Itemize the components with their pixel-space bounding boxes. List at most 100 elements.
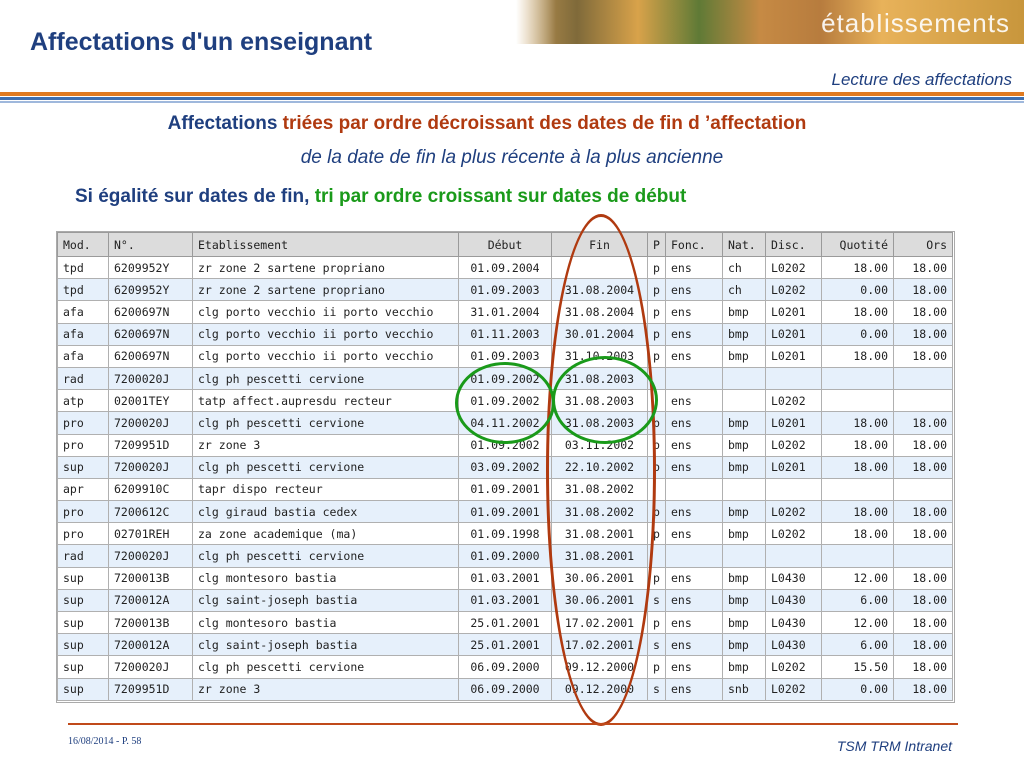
- column-header-debut[interactable]: Début: [458, 232, 552, 257]
- cell-fonc: [665, 477, 723, 502]
- table-row: afa 6200697N clg porto vecchio ii porto ve…: [57, 344, 953, 368]
- table-row: pro 02701REH za zone academique (ma) 01.09.…: [57, 522, 953, 546]
- cell-ors: 18.00: [893, 655, 953, 679]
- cell-p: s: [647, 633, 666, 657]
- footer-divider: [68, 723, 958, 725]
- cell-disc: L0430: [765, 588, 822, 613]
- cell-fonc: ens: [665, 433, 723, 457]
- cell-ors: 18.00: [893, 344, 953, 368]
- column-header-nat[interactable]: Nat.: [722, 232, 766, 257]
- cell-fonc: ens: [665, 455, 723, 479]
- cell-disc: L0202: [765, 389, 822, 413]
- cell-ors: 18.00: [893, 588, 953, 613]
- cell-disc: [765, 366, 822, 391]
- cell-p: p: [647, 278, 666, 302]
- intro-affectations: Affectations: [167, 113, 278, 134]
- cell-p: p: [647, 255, 666, 280]
- cell-disc: L0202: [765, 278, 822, 302]
- affectations-table-container: Mod. N°. Etablissement Début Fin P Fonc. Nat. Di…: [56, 231, 955, 703]
- cell-numero: 7200012A: [108, 588, 193, 613]
- cell-quotite: 18.00: [821, 344, 894, 368]
- cell-quotite: 0.00: [821, 322, 894, 346]
- cell-numero: 6209952Y: [108, 255, 193, 280]
- cell-fonc: ens: [665, 633, 723, 657]
- green-circle-fin: [552, 356, 658, 444]
- affectations-table: Mod. N°. Etablissement Début Fin P Fonc. Nat. Di…: [57, 232, 953, 701]
- cell-quotite: [821, 544, 894, 568]
- cell-ors: 18.00: [893, 433, 953, 457]
- column-header-quotite[interactable]: Quotité: [821, 232, 894, 257]
- cell-mod: sup: [57, 455, 109, 479]
- cell-nat: [722, 366, 766, 391]
- cell-quotite: 0.00: [821, 278, 894, 302]
- cell-quotite: 18.00: [821, 255, 894, 280]
- cell-etablissement: clg saint-joseph bastia: [192, 633, 459, 657]
- cell-disc: [765, 544, 822, 568]
- cell-fonc: [665, 366, 723, 391]
- column-header-p[interactable]: P: [647, 232, 666, 257]
- cell-numero: 7200013B: [108, 566, 193, 590]
- table-row: tpd 6209952Y zr zone 2 sartene propriano 01…: [57, 278, 953, 302]
- cell-ors: 18.00: [893, 300, 953, 324]
- cell-numero: 6209952Y: [108, 278, 193, 302]
- table-row: afa 6200697N clg porto vecchio ii porto ve…: [57, 300, 953, 324]
- column-header-fonc[interactable]: Fonc.: [665, 232, 723, 257]
- cell-ors: 18.00: [893, 633, 953, 657]
- cell-numero: 02001TEY: [108, 389, 193, 413]
- cell-quotite: [821, 389, 894, 413]
- cell-nat: ch: [722, 278, 766, 302]
- banner-fade: [516, 0, 556, 44]
- cell-mod: tpd: [57, 255, 109, 280]
- cell-fonc: ens: [665, 278, 723, 302]
- column-header-numero[interactable]: N°.: [108, 232, 193, 257]
- cell-disc: L0201: [765, 344, 822, 368]
- cell-fonc: ens: [665, 588, 723, 613]
- cell-fonc: ens: [665, 322, 723, 346]
- cell-mod: sup: [57, 566, 109, 590]
- cell-p: p: [647, 300, 666, 324]
- cell-etablissement: zr zone 3: [192, 677, 459, 701]
- cell-etablissement: clg porto vecchio ii porto vecchio: [192, 344, 459, 368]
- header-stripe-blue: [0, 97, 1024, 100]
- cell-mod: rad: [57, 544, 109, 568]
- column-header-ors[interactable]: Ors: [893, 232, 953, 257]
- cell-quotite: [821, 366, 894, 391]
- cell-quotite: 12.00: [821, 566, 894, 590]
- intro-line-3: Si égalité sur dates de fin, tri par ord…: [75, 186, 686, 208]
- page-subtitle: Lecture des affectations: [831, 70, 1012, 89]
- cell-etablissement: clg porto vecchio ii porto vecchio: [192, 300, 459, 324]
- column-header-mod[interactable]: Mod.: [57, 232, 109, 257]
- cell-quotite: 18.00: [821, 300, 894, 324]
- cell-numero: 7200013B: [108, 610, 193, 635]
- cell-fonc: ens: [665, 300, 723, 324]
- header-stripe-light: [0, 101, 1024, 103]
- cell-debut: 06.09.2000: [458, 677, 552, 701]
- cell-quotite: 6.00: [821, 588, 894, 613]
- footer-product: TSM TRM Intranet: [836, 738, 952, 754]
- column-header-etablissement[interactable]: Etablissement: [192, 232, 459, 257]
- cell-ors: 18.00: [893, 322, 953, 346]
- cell-fonc: ens: [665, 389, 723, 413]
- cell-mod: sup: [57, 633, 109, 657]
- cell-p: p: [647, 322, 666, 346]
- cell-disc: L0201: [765, 411, 822, 435]
- cell-nat: bmp: [722, 522, 766, 546]
- column-header-disc[interactable]: Disc.: [765, 232, 822, 257]
- cell-etablissement: zr zone 2 sartene propriano: [192, 255, 459, 280]
- footer-date-page: 16/08/2014 - P. 58: [68, 736, 142, 747]
- cell-fonc: ens: [665, 255, 723, 280]
- cell-fonc: [665, 544, 723, 568]
- cell-quotite: 15.50: [821, 655, 894, 679]
- cell-numero: 6200697N: [108, 300, 193, 324]
- cell-disc: L0202: [765, 522, 822, 546]
- cell-ors: [893, 477, 953, 502]
- cell-nat: bmp: [722, 322, 766, 346]
- cell-nat: ch: [722, 255, 766, 280]
- cell-etablissement: clg ph pescetti cervione: [192, 411, 459, 435]
- cell-disc: L0202: [765, 433, 822, 457]
- cell-disc: L0202: [765, 677, 822, 701]
- cell-debut: 01.09.2004: [458, 255, 552, 280]
- table-row: pro 7200612C clg giraud bastia cedex 01.09.…: [57, 500, 953, 524]
- cell-nat: bmp: [722, 455, 766, 479]
- cell-debut: 01.09.2001: [458, 477, 552, 502]
